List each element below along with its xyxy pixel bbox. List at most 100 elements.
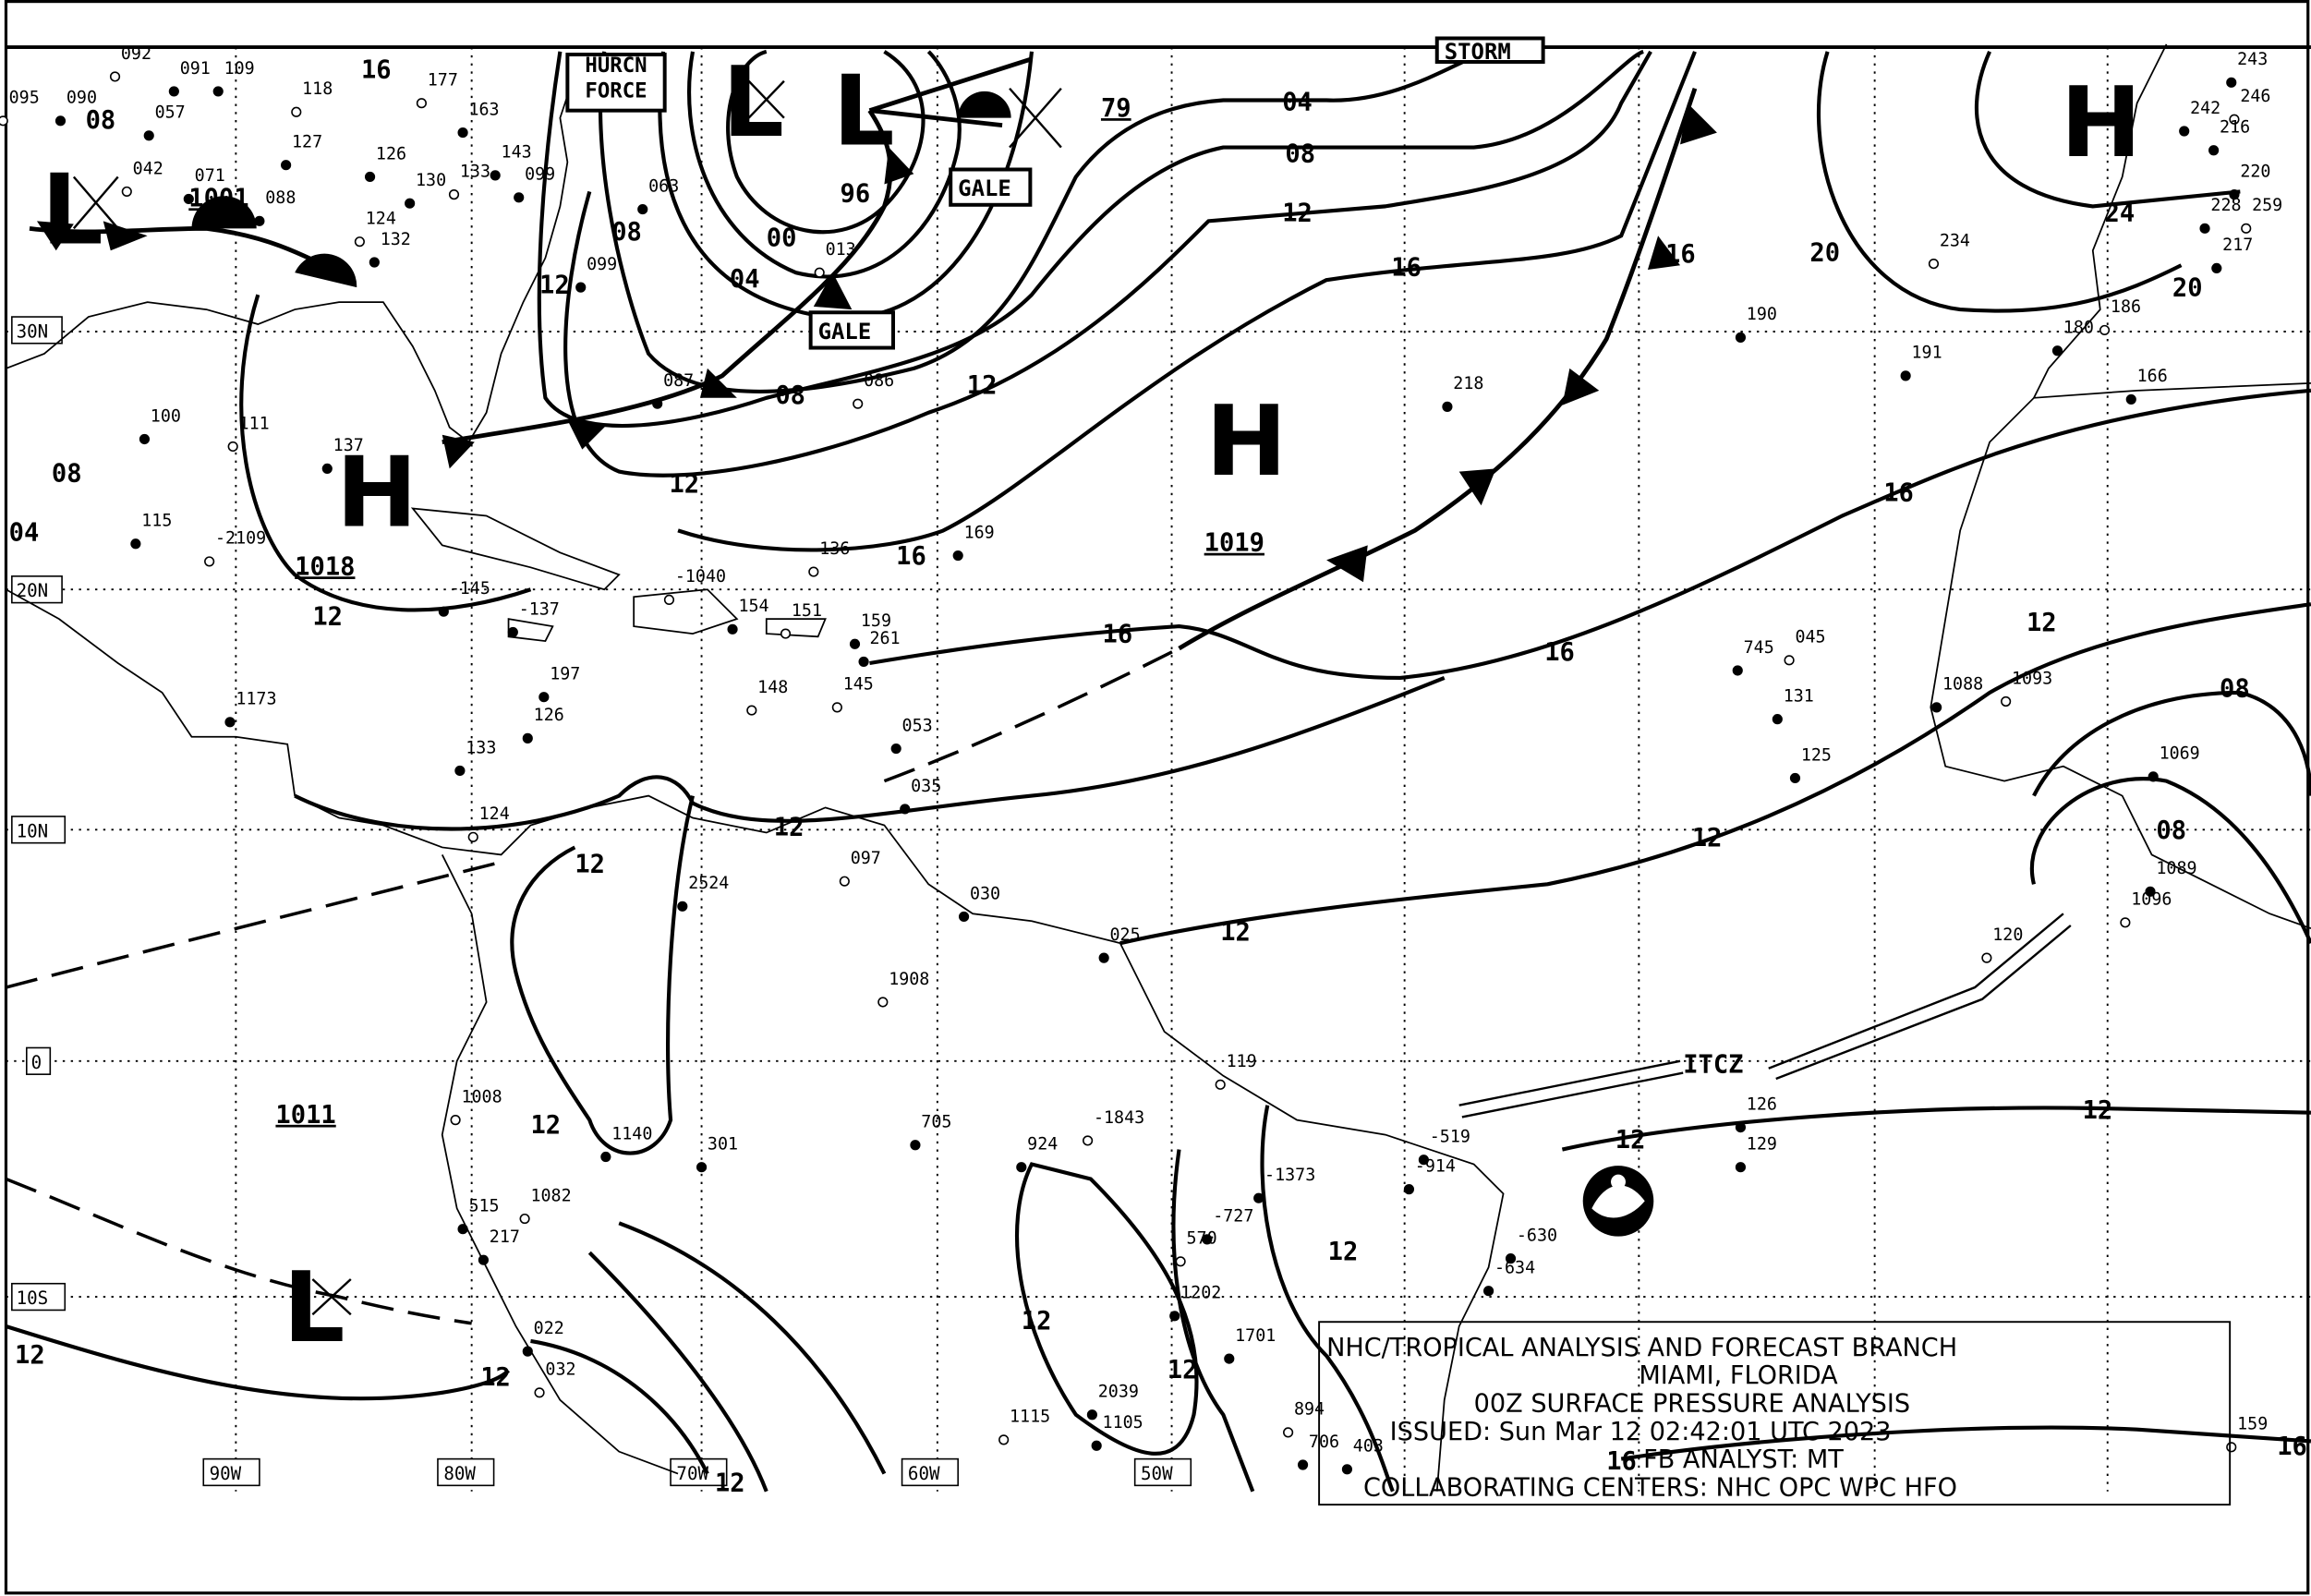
station-value: -1373 [1264, 1166, 1315, 1185]
station-circle-icon [663, 594, 675, 605]
station-circle-icon [839, 876, 850, 887]
station-value: 129 [1747, 1135, 1777, 1155]
station-plot: 100 [139, 406, 181, 445]
station-plot: 030 [958, 884, 1000, 923]
station-value: 243 [2237, 50, 2268, 69]
station-circle-icon [910, 1140, 921, 1151]
station-plot: 220 [2229, 162, 2270, 200]
station-circle-icon [2051, 345, 2063, 357]
isobar-label: 12 [2083, 1096, 2113, 1125]
station-circle-icon [2241, 223, 2252, 234]
itcz-label: ITCZ [1683, 1051, 1743, 1080]
title-line-branch: NHC/TROPICAL ANALYSIS AND FORECAST BRANC… [1326, 1334, 1957, 1362]
station-plot: -1843 [1083, 1108, 1144, 1146]
station-value: 086 [864, 371, 894, 391]
station-value: 124 [366, 210, 396, 229]
station-plot: 032 [534, 1360, 576, 1398]
station-value: -630 [1517, 1226, 1557, 1245]
station-value: 1082 [530, 1186, 571, 1205]
isobar-label: 12 [1282, 199, 1313, 227]
station-circle-icon [1735, 332, 1747, 343]
station-circle-icon [1505, 1253, 1517, 1264]
isobar-label: 04 [9, 519, 40, 548]
isobar-label: 12 [480, 1363, 511, 1392]
station-value: 057 [155, 103, 186, 123]
station-plot: 159 [849, 611, 891, 649]
station-circle-icon [808, 566, 819, 577]
station-value: 154 [738, 597, 768, 616]
station-circle-icon [1169, 1311, 1180, 1322]
station-circle-icon [831, 702, 842, 713]
station-circle-icon [168, 86, 179, 97]
station-plot: 086 [853, 371, 894, 409]
station-plot: -2109 [204, 529, 266, 567]
station-plot: 045 [1784, 628, 1826, 666]
isobar-label: 24 [2105, 199, 2136, 227]
station-value: 169 [964, 523, 995, 542]
station-value: 197 [550, 665, 580, 684]
station-value: 095 [9, 89, 40, 108]
station-circle-icon [514, 192, 525, 203]
isobar-label: 16 [1103, 621, 1133, 649]
station-plot: -630 [1505, 1226, 1557, 1264]
station-plot: 057 [143, 103, 186, 141]
station-circle-icon [1784, 655, 1795, 666]
station-value: 217 [2222, 236, 2253, 255]
station-value: 120 [1992, 925, 2023, 945]
station-circle-icon [1735, 1122, 1747, 1133]
warning-labels: HURCN FORCE GALE GALE STORM ITCZ [565, 36, 1744, 1080]
station-value: 145 [843, 675, 874, 695]
station-value: 1202 [1180, 1284, 1221, 1303]
station-plot: 1096 [2120, 890, 2172, 928]
station-plot: 234 [1928, 231, 1970, 270]
station-circle-icon [2226, 1442, 2237, 1453]
station-plot: 217 [2211, 236, 2253, 273]
station-plot: 111 [227, 414, 270, 453]
center-pressure: 1001 [188, 184, 248, 212]
station-plot: 099 [514, 165, 555, 203]
lat-label: 10S [17, 1288, 49, 1309]
station-plot: 042 [121, 159, 163, 198]
station-plot: 1088 [1931, 675, 1983, 713]
station-value: 099 [587, 255, 617, 274]
station-plot: 1140 [600, 1124, 652, 1163]
station-value: 159 [861, 611, 891, 631]
station-value: 246 [2240, 87, 2270, 106]
station-circle-icon [2211, 262, 2222, 273]
station-plot: 1089 [2145, 859, 2197, 897]
station-value: 133 [460, 162, 490, 181]
low-center: L [722, 45, 784, 159]
isobar-label: 04 [730, 265, 760, 294]
lat-label: 0 [31, 1052, 42, 1073]
station-circle-icon [519, 1213, 530, 1225]
station-value: 228 [2210, 196, 2241, 215]
isobar-label: 20 [1809, 238, 1840, 267]
station-circle-icon [467, 831, 478, 842]
station-circle-icon [727, 623, 738, 635]
station-circle-icon [637, 203, 648, 215]
high-center: H [1205, 384, 1287, 498]
station-plot: 217 [478, 1227, 520, 1265]
isobar-label: 12 [1328, 1238, 1359, 1266]
station-value: 234 [1940, 231, 1970, 250]
station-value: 143 [502, 143, 532, 163]
station-circle-icon [2226, 77, 2237, 88]
station-value: 180 [2063, 319, 2094, 338]
storm-warning: STORM [1445, 39, 1511, 65]
station-circle-icon [1772, 714, 1783, 725]
warm-front-semicircle [958, 91, 1011, 118]
station-circle-icon [2148, 771, 2159, 782]
isobar-label: 12 [15, 1341, 45, 1370]
isobar-label: 12 [715, 1469, 745, 1498]
station-plot: -1373 [1253, 1166, 1315, 1203]
title-line-location: MIAMI, FLORIDA [1639, 1361, 1838, 1390]
station-circle-icon [1735, 1162, 1747, 1173]
isobar-label: 12 [539, 272, 570, 300]
station-value: 111 [239, 414, 270, 433]
station-circle-icon [130, 538, 141, 550]
station-value: 136 [819, 539, 850, 559]
lon-label: 80W [443, 1463, 476, 1484]
station-circle-icon [416, 98, 427, 109]
